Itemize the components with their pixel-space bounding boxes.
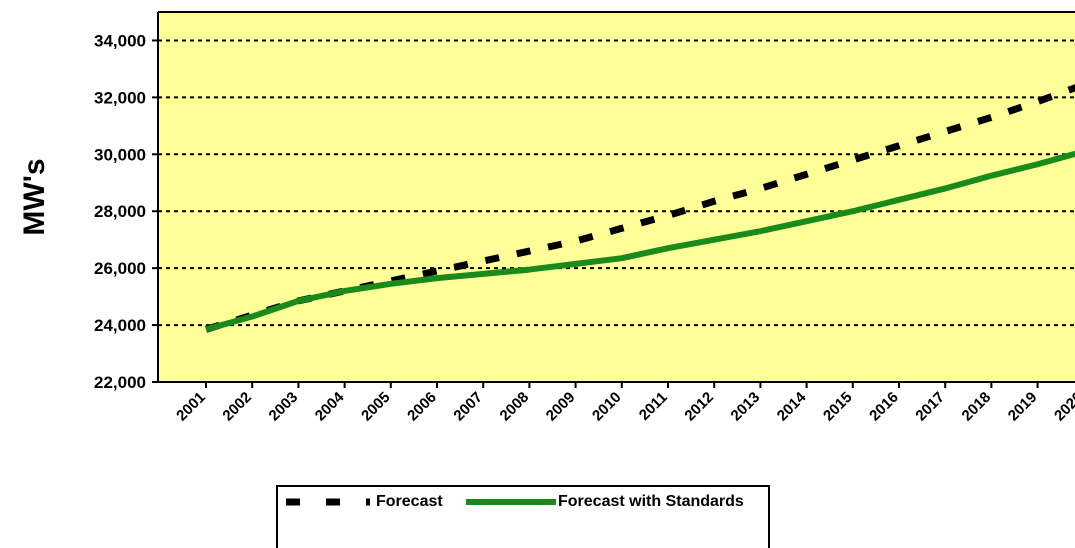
legend-label-forecast: Forecast: [376, 493, 443, 510]
x-tick-label: 2004: [312, 388, 348, 424]
legend: Forecast Forecast with Standards: [276, 485, 770, 548]
x-tick-label: 2001: [173, 389, 209, 425]
legend-swatch-dashed: [286, 498, 370, 506]
x-tick-label: 2008: [497, 389, 533, 425]
legend-item-forecast: Forecast: [284, 487, 443, 517]
x-tick-label: 2006: [404, 389, 440, 425]
y-tick-label: 28,000: [94, 202, 146, 221]
x-axis-tick-labels: 2001 2002 2003 2004 2005 2006 2007 2008 2009 2010…: [173, 388, 1075, 424]
x-tick-label: 2009: [543, 389, 579, 425]
legend-swatch-solid: [466, 499, 556, 505]
series-line-forecast-with-standards: [205, 150, 1075, 333]
y-tick-label: 32,000: [94, 88, 146, 107]
x-tick-label: 2005: [358, 389, 394, 425]
axes: [157, 11, 1075, 388]
x-tick-label: 2017: [912, 389, 948, 425]
x-tick-label: 2003: [266, 389, 302, 425]
x-tick-label: 2019: [1005, 389, 1041, 425]
y-tick-label: 22,000: [94, 373, 146, 392]
y-tick-label: 26,000: [94, 259, 146, 278]
x-tick-label: 2010: [589, 389, 625, 425]
x-tick-label: 2014: [774, 388, 810, 424]
x-tick-label: 2011: [636, 389, 671, 424]
series-lines: [204, 84, 1075, 333]
y-tick-label: 30,000: [94, 145, 146, 164]
x-tick-label: 2018: [959, 389, 995, 425]
y-axis-label: MW's: [18, 158, 51, 235]
x-tick-label: 2007: [450, 389, 486, 425]
plot-background: [158, 12, 1075, 382]
legend-label-forecast-with-standards: Forecast with Standards: [558, 493, 744, 510]
gridlines: [152, 39, 1075, 383]
x-tick-label: 2012: [681, 389, 717, 425]
y-tick-label: 34,000: [94, 31, 146, 50]
x-tick-label: 2016: [866, 389, 902, 425]
x-tick-label: 2002: [219, 389, 255, 425]
series-line-forecast: [204, 84, 1075, 333]
y-axis-tick-labels: 22,000 24,000 26,000 28,000 30,000 32,000 34,0…: [94, 31, 146, 392]
x-tick-label: 2015: [820, 389, 856, 425]
x-tick-label: 2020: [1051, 389, 1075, 425]
legend-item-forecast-with-standards: Forecast with Standards: [466, 487, 744, 517]
x-tick-label: 2013: [728, 389, 764, 425]
y-tick-label: 24,000: [94, 316, 146, 335]
